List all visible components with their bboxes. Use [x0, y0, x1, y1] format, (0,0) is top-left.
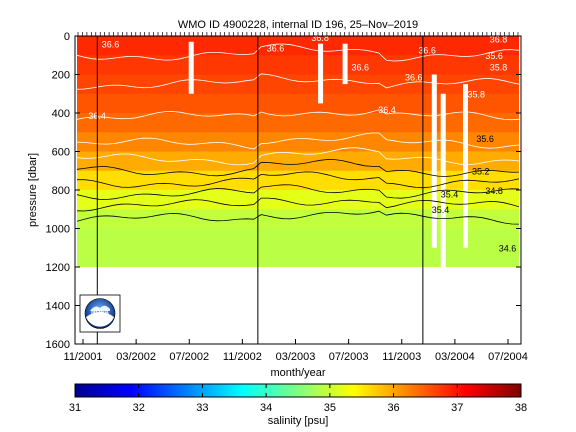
- x-tick-label: 07/2003: [329, 351, 369, 363]
- salinity-band: [77, 93, 519, 114]
- data-gap: [463, 84, 469, 248]
- contour-label: 34.8: [485, 186, 503, 196]
- noaa-logo-text: NOAA: [91, 310, 109, 316]
- contour-line: [76, 210, 520, 225]
- salinity-band: [77, 247, 519, 268]
- y-tick-label: 600: [52, 147, 70, 159]
- x-tick-label: 07/2002: [169, 351, 209, 363]
- contour-line: [76, 197, 520, 212]
- contour-label: 36.4: [378, 105, 396, 115]
- colorbar-tick-label: 36: [387, 402, 399, 414]
- x-tick-label: 11/2003: [382, 351, 421, 363]
- contour-label: 36.6: [267, 43, 285, 53]
- contour-label: 35.6: [476, 134, 494, 144]
- y-tick-label: 1600: [46, 339, 70, 351]
- contour-label: 36.6: [418, 45, 436, 55]
- colorbar-tick-label: 33: [196, 402, 208, 414]
- salinity-band: [77, 55, 519, 75]
- contour-label: 35.4: [432, 205, 450, 215]
- x-tick-label: 03/2002: [116, 351, 156, 363]
- colorbar: 31 32 33 34 35 36 37 38: [69, 383, 527, 414]
- contour-label: 36.6: [102, 40, 120, 50]
- data-gap: [431, 74, 437, 248]
- contour-label: 35.6: [485, 51, 503, 61]
- y-tick-label: 1000: [46, 224, 70, 236]
- contour-label: 35.2: [472, 167, 490, 177]
- colorbar-tick-label: 34: [260, 402, 272, 414]
- salinity-band: [77, 228, 519, 249]
- contour-label: 34.6: [499, 244, 517, 254]
- x-tick-label: 03/2003: [276, 351, 316, 363]
- colorbar-tick-label: 37: [451, 402, 463, 414]
- salinity-band: [77, 170, 519, 191]
- colorbar-tick-label: 35: [324, 402, 336, 414]
- y-tick-label: 1400: [46, 301, 70, 313]
- y-tick-label: 400: [52, 108, 70, 120]
- salinity-band: [77, 151, 519, 172]
- salinity-band: [77, 132, 519, 152]
- y-tick-label: 800: [52, 185, 70, 197]
- contour-line: [76, 132, 520, 150]
- colorbar-label: salinity [psu]: [268, 415, 329, 427]
- contour-label: 35.4: [441, 190, 459, 200]
- x-tick-label: 07/2004: [488, 351, 528, 363]
- x-tick-label: 11/2001: [64, 351, 103, 363]
- y-tick-label: 1200: [46, 262, 70, 274]
- contour-label: 35.8: [490, 63, 508, 73]
- x-axis-title: month/year: [270, 367, 325, 379]
- data-gap: [188, 41, 194, 94]
- contour-label: 36.8: [490, 35, 508, 45]
- contour-line: [77, 171, 520, 189]
- colorbar-tick-label: 38: [515, 402, 527, 414]
- salinity-band: [77, 74, 519, 95]
- data-gap: [440, 93, 446, 267]
- no-data-area: [75, 267, 521, 344]
- contour-line: [76, 109, 520, 121]
- contour-label: 35.8: [467, 90, 485, 100]
- x-tick-label: 03/2004: [435, 351, 475, 363]
- salinity-band: [77, 209, 519, 229]
- colorbar-tick-label: 32: [133, 402, 145, 414]
- salinity-band: [77, 113, 519, 133]
- plot-area: 36.836.636.636.636.636.636.436.435.435.8…: [46, 31, 528, 363]
- contour-line: [76, 73, 520, 90]
- y-tick-label: 200: [52, 70, 70, 82]
- contour-label: 36.6: [405, 72, 423, 82]
- y-axis-title: pressure [dbar]: [27, 153, 39, 227]
- contour-line: [76, 43, 520, 62]
- chart-title: WMO ID 4900228, internal ID 196, 25–Nov–…: [178, 19, 418, 31]
- data-gap: [342, 43, 348, 85]
- contour-line: [76, 159, 520, 177]
- contour-label: 36.8: [311, 33, 329, 43]
- colorbar-tick-label: 31: [69, 402, 81, 414]
- contour-label: 36.6: [352, 63, 370, 73]
- colorbar-gradient: [74, 383, 522, 398]
- noaa-logo: NOAA: [79, 294, 121, 333]
- contour-line: [76, 147, 520, 166]
- salinity-band: [77, 190, 519, 210]
- y-tick-label: 0: [64, 31, 70, 43]
- x-tick-label: 11/2002: [223, 351, 262, 363]
- contour-line: [76, 184, 520, 200]
- data-gap: [318, 43, 324, 104]
